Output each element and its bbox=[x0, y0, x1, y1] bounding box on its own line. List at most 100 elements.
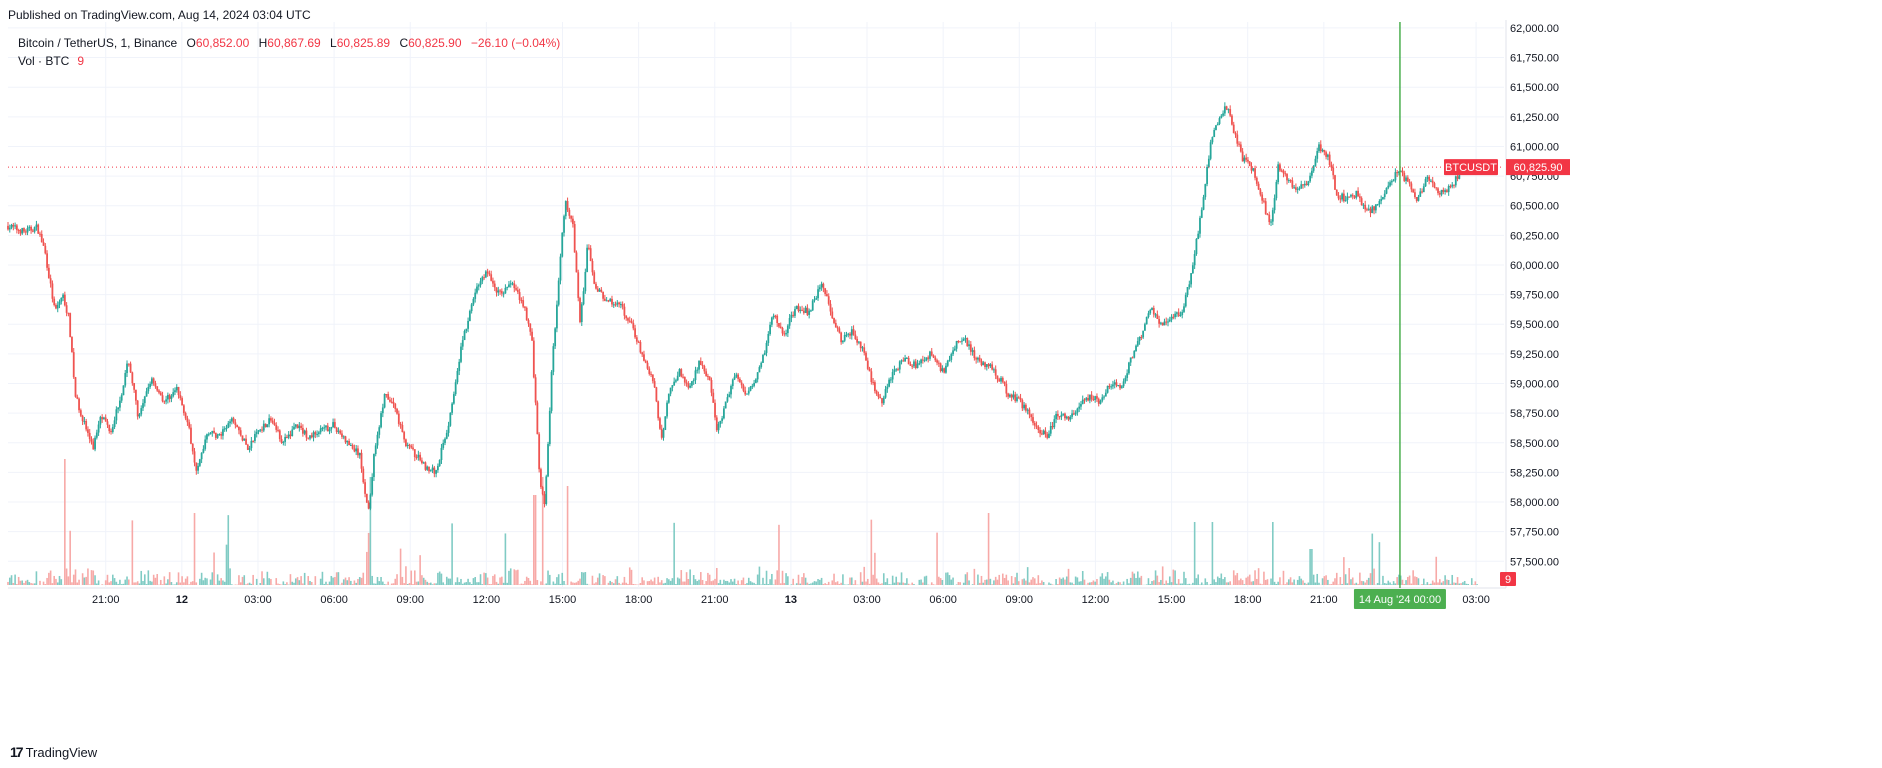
candle-body bbox=[1037, 426, 1040, 431]
candle-body bbox=[934, 357, 937, 361]
volume-bar bbox=[113, 578, 116, 585]
candle-body bbox=[285, 436, 288, 438]
volume-bar bbox=[1236, 572, 1239, 585]
volume-bar bbox=[714, 578, 716, 585]
volume-bar bbox=[684, 581, 686, 585]
volume-bar bbox=[575, 582, 578, 585]
candle-body bbox=[582, 291, 585, 305]
candle-body bbox=[424, 462, 427, 470]
candle-body bbox=[1032, 417, 1034, 423]
volume-bar bbox=[700, 572, 702, 585]
volume-bar bbox=[712, 580, 715, 585]
volume-bar bbox=[1403, 583, 1406, 585]
volume-bar bbox=[886, 578, 889, 585]
volume-bar bbox=[470, 584, 473, 585]
volume-bar bbox=[1025, 580, 1027, 585]
volume-bar bbox=[504, 533, 507, 585]
y-tick-label: 58,000.00 bbox=[1510, 497, 1559, 509]
candle-body bbox=[1113, 382, 1116, 385]
candle-body bbox=[225, 428, 228, 430]
volume-bar bbox=[659, 582, 661, 585]
candle-body bbox=[1252, 168, 1255, 171]
candle-body bbox=[511, 283, 514, 285]
volume-bar bbox=[1321, 578, 1324, 585]
candle-body bbox=[1421, 191, 1423, 193]
volume-bar bbox=[1373, 568, 1375, 585]
volume-bar bbox=[774, 579, 777, 585]
volume-bar bbox=[1113, 584, 1116, 585]
volume-bar bbox=[1049, 583, 1052, 585]
volume-bar bbox=[833, 573, 835, 585]
candle-body bbox=[1382, 196, 1384, 200]
volume-bar bbox=[30, 583, 32, 585]
candle-body bbox=[708, 376, 711, 380]
candle-body bbox=[371, 477, 374, 495]
candle-body bbox=[150, 378, 153, 384]
candle-body bbox=[1017, 397, 1020, 399]
volume-bar bbox=[660, 580, 663, 585]
volume-bar bbox=[1264, 579, 1267, 585]
volume-bar bbox=[1378, 542, 1381, 585]
volume-bar bbox=[88, 584, 91, 585]
candle-body bbox=[1390, 181, 1393, 183]
volume-bar bbox=[875, 578, 878, 585]
volume-bar bbox=[497, 583, 500, 585]
candle-body bbox=[1250, 165, 1253, 171]
candle-body bbox=[1085, 397, 1088, 401]
symbol-name[interactable]: Bitcoin / TetherUS, 1, Binance bbox=[18, 36, 178, 50]
candle-body bbox=[307, 437, 310, 439]
volume-bar bbox=[1364, 582, 1366, 585]
candle-body bbox=[932, 355, 935, 358]
volume-bar bbox=[1051, 584, 1054, 585]
candle-body bbox=[744, 390, 747, 395]
tradingview-logo[interactable]: 17 TradingView bbox=[10, 744, 97, 760]
candle-body bbox=[763, 352, 766, 355]
volume-bar bbox=[824, 583, 826, 585]
volume-label[interactable]: Vol · BTC bbox=[18, 54, 70, 68]
volume-bar bbox=[1465, 583, 1468, 585]
volume-bar bbox=[840, 582, 842, 585]
volume-bar bbox=[1183, 571, 1185, 585]
volume-bar bbox=[946, 572, 949, 585]
candle-body bbox=[682, 376, 684, 378]
candle-body bbox=[1103, 396, 1105, 398]
candle-body bbox=[785, 333, 787, 335]
volume-bar bbox=[58, 575, 61, 585]
change-value: −26.10 (−0.04%) bbox=[470, 36, 561, 50]
candle-body bbox=[218, 434, 221, 436]
volume-bar bbox=[1220, 573, 1223, 585]
volume-bar bbox=[8, 577, 11, 585]
candle-body bbox=[1184, 294, 1187, 307]
candle-body bbox=[747, 390, 750, 394]
volume-bar bbox=[1140, 575, 1143, 585]
volume-bar bbox=[746, 583, 748, 585]
candle-body bbox=[1415, 197, 1418, 201]
candle-body bbox=[891, 372, 894, 380]
candle-body bbox=[898, 361, 901, 370]
candle-body bbox=[1204, 184, 1207, 198]
candle-body bbox=[1373, 206, 1375, 211]
volume-bar bbox=[488, 584, 491, 585]
volume-bar bbox=[1453, 582, 1455, 585]
volume-bar bbox=[231, 584, 233, 585]
volume-bar bbox=[1101, 573, 1104, 585]
candle-body bbox=[783, 333, 786, 335]
candle-body bbox=[1181, 311, 1184, 316]
volume-bar bbox=[216, 574, 219, 585]
volume-bar bbox=[952, 577, 954, 585]
volume-bar bbox=[202, 580, 205, 585]
x-tick-label: 13 bbox=[785, 594, 797, 606]
candle-body bbox=[373, 454, 375, 478]
candle-body bbox=[1369, 208, 1372, 214]
y-tick-label: 60,250.00 bbox=[1510, 230, 1559, 242]
volume-bar bbox=[136, 581, 139, 585]
volume-bar bbox=[1110, 582, 1112, 585]
candle-body bbox=[1286, 174, 1288, 181]
volume-bar bbox=[1158, 582, 1160, 585]
x-tick-label: 21:00 bbox=[701, 594, 729, 606]
candle-body bbox=[72, 352, 75, 378]
candle-body bbox=[71, 337, 73, 353]
candle-body bbox=[1353, 196, 1356, 198]
volume-bar bbox=[826, 584, 828, 585]
